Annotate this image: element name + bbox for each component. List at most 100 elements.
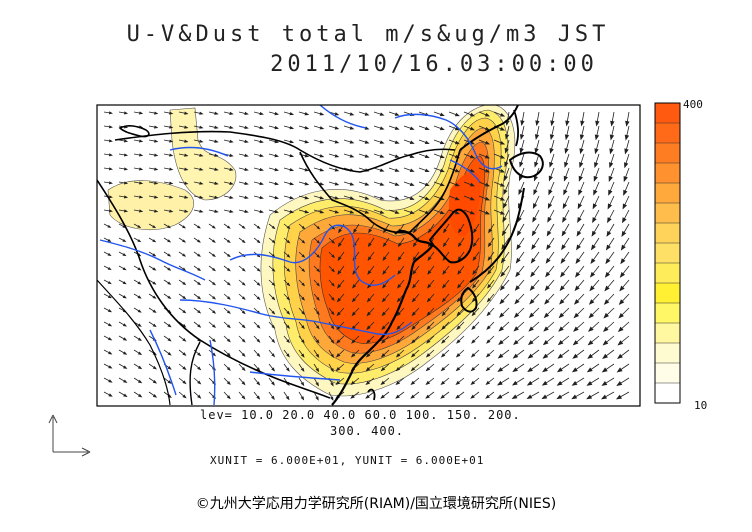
wind-arrow-head xyxy=(379,140,385,144)
wind-arrow-head xyxy=(454,140,460,145)
wind-arrow-head xyxy=(107,309,113,313)
colorbar-swatch xyxy=(655,263,680,284)
colorbar xyxy=(655,103,680,404)
wind-arrow-head xyxy=(107,295,112,299)
contour-levels-line2: 300. 400. xyxy=(330,424,405,438)
wind-arrow-head xyxy=(441,311,446,317)
wind-arrow-head xyxy=(139,111,144,115)
wind-arrow-head xyxy=(587,353,594,359)
river-lena xyxy=(319,105,367,129)
wind-arrow-head xyxy=(352,270,357,275)
wind-arrow-head xyxy=(286,225,291,230)
wind-arrow-head xyxy=(394,168,400,172)
border-mongolia xyxy=(114,130,456,173)
wind-arrow-head xyxy=(556,380,563,386)
wind-arrow-head xyxy=(380,366,386,372)
coastlines-and-borders xyxy=(97,105,544,406)
wind-arrow-head xyxy=(184,125,189,129)
wind-arrow-head xyxy=(271,282,276,287)
wind-arrow-head xyxy=(301,310,305,315)
wind-arrow-head xyxy=(527,367,533,373)
wind-arrow-head xyxy=(620,244,626,251)
wind-arrow-head xyxy=(488,228,492,234)
wind-arrow-head xyxy=(199,125,204,129)
wind-arrow-head xyxy=(330,382,334,387)
wind-arrow-head xyxy=(470,366,476,372)
wind-arrow-head xyxy=(512,367,518,373)
wind-arrow-head xyxy=(588,326,594,332)
wind-arrow-head xyxy=(123,153,129,157)
wind-arrow-head xyxy=(411,311,416,317)
wind-arrow-head xyxy=(182,394,187,399)
wind-arrow-head xyxy=(226,225,231,229)
coastline-china xyxy=(331,229,434,406)
wind-arrow-head xyxy=(316,268,321,273)
wind-arrow-head xyxy=(514,285,520,291)
wind-arrow-head xyxy=(334,126,340,130)
wind-arrow-head xyxy=(485,366,491,372)
wind-arrow-head xyxy=(534,134,540,140)
wind-arrow-head xyxy=(274,139,280,144)
wind-arrow-head xyxy=(226,310,231,314)
wind-arrow-head xyxy=(337,256,342,262)
wind-arrow-head xyxy=(427,284,432,289)
wind-arrow-head xyxy=(271,395,275,401)
wind-arrow-head xyxy=(300,353,305,358)
wind-arrow-head xyxy=(424,182,430,187)
wind-arrow-head xyxy=(593,175,598,182)
wind-arrow-head xyxy=(530,257,536,264)
dust-contour-400 xyxy=(319,155,486,344)
wind-arrow-head xyxy=(412,284,417,289)
wind-arrow-head xyxy=(244,153,249,158)
wind-arrow-head xyxy=(108,111,114,115)
wind-arrow-head xyxy=(484,126,491,131)
wind-arrow-head xyxy=(487,284,492,289)
wind-arrow-head xyxy=(617,326,624,333)
wind-arrow-head xyxy=(426,325,431,330)
wind-arrow-head xyxy=(511,380,518,386)
wind-arrow-head xyxy=(212,310,217,314)
wind-arrow-head xyxy=(497,367,504,373)
wind-arrow-head xyxy=(533,175,538,182)
wind-arrow-head xyxy=(542,353,549,359)
coastline-hokkaido xyxy=(508,151,544,179)
wind-arrow-head xyxy=(470,380,476,386)
wind-arrow-head xyxy=(108,153,114,157)
wind-arrow-head xyxy=(229,195,234,199)
wind-arrow-head xyxy=(499,285,505,291)
wind-arrow-head xyxy=(241,352,246,357)
wind-arrow-head xyxy=(169,111,174,115)
border-india xyxy=(97,279,171,406)
wind-arrow-head xyxy=(545,271,551,278)
wind-arrow-head xyxy=(366,297,372,303)
wind-arrow-head xyxy=(334,210,340,214)
lake-baikal xyxy=(118,125,150,138)
wind-arrow-head xyxy=(289,139,295,144)
wind-arrow-head xyxy=(608,175,613,182)
wind-arrow-head xyxy=(271,225,276,230)
wind-arrow-head xyxy=(271,310,276,315)
wind-arrow-head xyxy=(409,210,415,214)
wind-arrow-head xyxy=(167,351,172,356)
wind-arrow-head xyxy=(199,167,204,171)
wind-arrow-head xyxy=(484,112,491,117)
wind-arrow-head xyxy=(256,239,261,244)
border-south xyxy=(189,341,201,406)
wind-arrow-head xyxy=(618,299,625,305)
wind-arrow-head xyxy=(137,309,142,313)
wind-arrow-head xyxy=(623,189,628,196)
wind-arrow-head xyxy=(616,367,623,373)
wind-arrow-head xyxy=(439,168,445,173)
wind-arrow-head xyxy=(379,168,385,172)
wind-arrow-head xyxy=(394,126,400,130)
wind-arrow-head xyxy=(529,285,535,291)
wind-arrow-head xyxy=(425,353,431,358)
wind-arrow-head xyxy=(366,325,371,330)
wind-arrow-head xyxy=(214,167,219,171)
wind-arrow-head xyxy=(457,284,462,289)
wind-arrow-head xyxy=(182,338,187,342)
wind-arrow-head xyxy=(440,380,446,386)
wind-arrow-head xyxy=(199,181,204,185)
wind-arrow-head xyxy=(379,196,385,200)
wind-arrow-head xyxy=(516,230,522,237)
